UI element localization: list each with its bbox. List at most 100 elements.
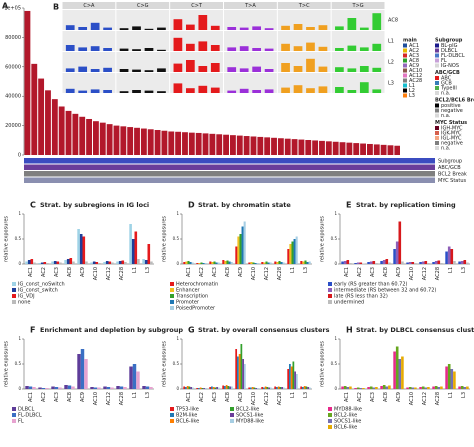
bar	[191, 387, 194, 389]
bar	[281, 87, 290, 93]
bar	[362, 388, 365, 389]
bar	[287, 369, 290, 389]
panel-title: Strat. by replication timing	[356, 201, 456, 209]
legend-swatch	[170, 407, 174, 411]
bar	[185, 387, 187, 389]
panel-label: D	[188, 201, 195, 210]
bar	[230, 262, 233, 264]
bar	[129, 366, 133, 389]
bar	[147, 129, 154, 155]
bar	[25, 386, 29, 389]
bar	[300, 386, 303, 389]
legend-label: L1	[409, 83, 415, 89]
legend-label: Enhancer	[176, 288, 201, 294]
legend-label: AC28	[409, 78, 422, 84]
y-tick-label: 0	[334, 386, 337, 391]
x-tick-label: AC28	[119, 392, 125, 405]
bar	[335, 87, 344, 93]
bar	[31, 63, 38, 155]
x-tick-label: AC1	[28, 392, 34, 402]
y-axis-title: relative exposures	[162, 216, 168, 262]
bar	[362, 263, 365, 264]
bar	[99, 122, 106, 155]
y-axis-title: relative exposures	[320, 341, 326, 387]
cell-background	[170, 10, 223, 30]
bar	[72, 113, 79, 155]
legend-swatch	[12, 413, 16, 417]
bar	[214, 387, 217, 389]
bar	[54, 387, 59, 389]
bar	[77, 229, 80, 264]
bar	[211, 262, 214, 264]
x-tick-label: L3	[461, 392, 467, 398]
bar	[307, 387, 309, 389]
bar	[372, 43, 382, 51]
bar	[185, 60, 195, 72]
bar	[252, 66, 262, 72]
legend-swatch	[435, 108, 439, 113]
bar	[132, 364, 137, 389]
y-tick-label: 0	[176, 261, 179, 266]
bar	[182, 132, 188, 155]
y-tick-label: 0	[18, 261, 21, 266]
y-axis-title: relative exposures	[4, 216, 10, 262]
bar	[227, 27, 237, 30]
bar	[460, 386, 464, 389]
y-tick-label: 0.5	[15, 361, 22, 366]
bar	[269, 262, 272, 264]
bar	[209, 133, 216, 155]
legend-swatch	[435, 91, 439, 95]
legend-swatch	[170, 413, 174, 417]
legend-swatch	[170, 306, 174, 310]
bar	[132, 26, 141, 30]
legend-swatch	[435, 136, 439, 140]
cell-background	[116, 10, 170, 30]
legend-swatch	[328, 413, 332, 417]
legend-swatch	[12, 282, 16, 286]
bar	[27, 260, 31, 264]
bar	[264, 89, 274, 93]
column-header: T>A	[244, 3, 256, 9]
bar	[291, 241, 294, 264]
bar	[281, 25, 290, 30]
bar	[239, 234, 242, 264]
bar	[95, 262, 99, 264]
bar	[150, 261, 153, 264]
bar	[142, 386, 146, 389]
legend-label: positive	[441, 103, 461, 109]
bar	[406, 262, 409, 264]
bar	[239, 46, 249, 51]
x-tick-label: AC28	[277, 392, 283, 405]
bar	[360, 143, 366, 155]
bar	[295, 236, 298, 264]
x-tick-label: AC1	[344, 392, 350, 402]
bar	[105, 261, 109, 264]
legend-swatch	[403, 93, 407, 98]
bar	[359, 82, 369, 93]
bar	[129, 224, 132, 264]
column-header: T>G	[352, 3, 364, 9]
legend-label: DLBCL	[441, 48, 457, 54]
x-tick-label: AC3	[212, 392, 218, 402]
bar	[173, 37, 183, 51]
bar	[65, 45, 75, 51]
legend-swatch	[403, 48, 407, 53]
x-tick-label: AC9	[238, 392, 244, 402]
legend-swatch	[435, 126, 439, 130]
bar	[210, 25, 220, 30]
bar	[419, 387, 422, 389]
bar	[254, 263, 257, 264]
bar	[341, 386, 344, 389]
bar	[72, 261, 75, 264]
panel-label: F	[30, 326, 35, 335]
bar	[463, 387, 467, 389]
bar	[78, 47, 88, 51]
bar	[110, 387, 114, 389]
bar	[447, 364, 451, 389]
bar	[157, 91, 166, 93]
bar	[227, 67, 237, 72]
bar	[293, 239, 296, 264]
legend-label: SOCS1-like	[334, 419, 361, 425]
legend-swatch	[435, 76, 439, 80]
bar	[239, 88, 249, 93]
